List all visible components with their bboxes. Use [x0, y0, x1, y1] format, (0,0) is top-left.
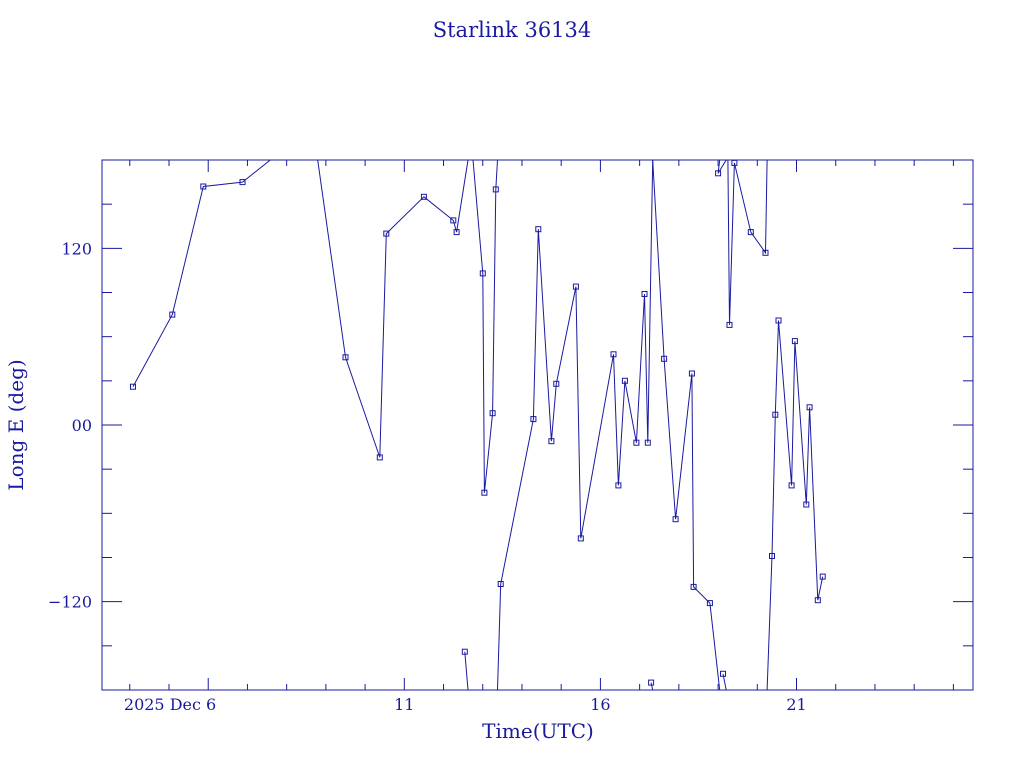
data-point: [572, 283, 579, 290]
data-point: [615, 482, 622, 489]
data-point: [726, 321, 733, 328]
data-point: [688, 370, 695, 377]
data-point: [479, 270, 486, 277]
data-point: [641, 291, 648, 297]
data-point: [530, 416, 537, 423]
series-line-segment: [497, 160, 654, 690]
data-point: [383, 230, 390, 237]
data-point: [342, 354, 349, 361]
series-line-segment: [472, 160, 498, 493]
data-point: [130, 383, 136, 390]
data-point: [720, 670, 726, 677]
data-point: [715, 170, 722, 177]
data-point: [621, 377, 628, 384]
data-point: [672, 516, 679, 523]
x-axis-label: Time(UTC): [482, 719, 594, 743]
data-point: [553, 380, 560, 387]
x-tick-label: 21: [786, 695, 806, 714]
data-point: [492, 186, 499, 193]
data-point: [772, 411, 779, 418]
x-tick-label: 11: [394, 695, 414, 714]
data-point: [497, 581, 504, 587]
data-point: [450, 217, 457, 224]
data-point: [661, 355, 668, 362]
data-point: [791, 338, 798, 345]
data-point: [762, 249, 769, 256]
axis-layer: 2025 Dec 6 11 16 21 120 00 −120: [48, 160, 973, 714]
series-line-segment: [317, 160, 469, 458]
series-line-segment: [650, 682, 654, 690]
chart-title: Starlink 36134: [433, 18, 592, 42]
data-point: [803, 501, 810, 508]
series-line-segment: [717, 160, 727, 174]
x-tick-label: 16: [590, 695, 610, 714]
series-line-segment: [464, 651, 469, 690]
y-tick-label: 00: [72, 416, 92, 435]
data-point: [814, 597, 821, 604]
data-point: [239, 179, 246, 186]
data-point: [775, 317, 782, 324]
data-layer: [130, 160, 826, 690]
data-point: [481, 489, 488, 496]
data-point: [633, 439, 640, 446]
data-point: [648, 679, 655, 686]
y-tick-label: −120: [48, 593, 92, 612]
data-point: [747, 229, 754, 236]
data-point: [453, 229, 460, 236]
data-point: [535, 226, 542, 233]
data-point: [489, 410, 496, 417]
data-point: [788, 482, 795, 489]
data-point: [577, 535, 584, 542]
plot-frame: [101, 159, 974, 691]
data-point: [610, 351, 617, 358]
data-point: [690, 583, 697, 590]
data-point: [806, 404, 813, 411]
series-line-segment: [727, 160, 768, 325]
series-line-segment: [652, 160, 721, 690]
data-point: [644, 439, 651, 446]
series-line-segment: [766, 320, 824, 690]
series-line-segment: [132, 160, 271, 387]
data-point: [420, 193, 427, 200]
data-point: [769, 553, 775, 559]
y-tick-label: 120: [61, 239, 92, 258]
data-point: [376, 454, 383, 461]
x-tick-label: 2025 Dec 6: [124, 695, 216, 714]
data-point: [200, 183, 207, 190]
data-point: [819, 573, 826, 580]
data-point: [706, 600, 713, 607]
data-point: [548, 438, 555, 445]
data-point: [169, 311, 176, 318]
y-axis-label: Long E (deg): [4, 359, 28, 490]
data-point: [461, 648, 468, 655]
